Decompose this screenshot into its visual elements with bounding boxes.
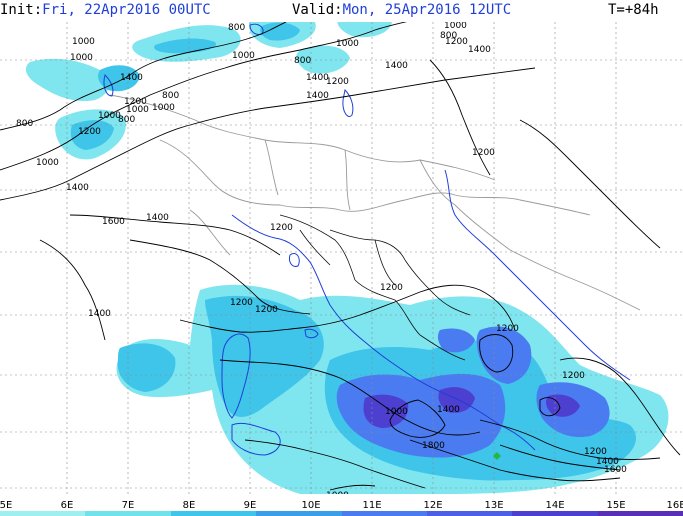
contour-label: 1400 [88, 309, 111, 319]
contour-label: 1000 [72, 37, 95, 47]
longitude-tick-label: 14E [545, 500, 565, 511]
location-marker [493, 452, 501, 460]
contour-label: 1800 [422, 441, 445, 451]
contour-label: 1200 [255, 305, 278, 315]
contour-label: 1000 [36, 158, 59, 168]
init-time: Init:Fri, 22Apr2016 00UTC [0, 2, 211, 18]
colorbar-segment [0, 511, 86, 516]
contour-label: 800 [162, 91, 179, 101]
contour-label: 1000 [70, 53, 93, 63]
longitude-tick-label: 10E [301, 500, 321, 511]
contour-label: 1400 [385, 61, 408, 71]
contour-label: 1600 [604, 465, 627, 475]
contour-label: 1000 [385, 407, 408, 417]
contour-label: 1200 [562, 371, 585, 381]
contour-label: 1200 [380, 283, 403, 293]
init-value: Fri, 22Apr2016 00UTC [42, 2, 211, 18]
colorbar [0, 511, 683, 516]
contour-label: 800 [228, 23, 245, 33]
contour-label: 1400 [468, 45, 491, 55]
contour-label: 1000 [336, 39, 359, 49]
contour-label: 800 [294, 56, 311, 66]
contour-label: 1200 [270, 223, 293, 233]
longitude-tick-label: 7E [121, 500, 135, 511]
contour-label: 1200 [78, 127, 101, 137]
contour-label: 1200 [496, 324, 519, 334]
contour-label: 1400 [306, 91, 329, 101]
contour-label: 1400 [120, 73, 143, 83]
coastlines [103, 23, 631, 456]
colorbar-segment [512, 511, 599, 516]
valid-value: Mon, 25Apr2016 12UTC [342, 2, 512, 18]
longitude-tick-label: 8E [182, 500, 196, 511]
contour-label: 1200 [230, 298, 253, 308]
colorbar-segment [85, 511, 172, 516]
contour-label: 1400 [596, 457, 619, 467]
contour-label: 1400 [146, 213, 169, 223]
geopotential-contours [0, 4, 681, 491]
contour-label: 1200 [326, 77, 349, 87]
longitude-tick-label: 15E [606, 500, 626, 511]
regional-borders [279, 214, 471, 361]
longitude-tick-label: 6E [60, 500, 74, 511]
contour-label: 800 [118, 115, 135, 125]
colorbar-segment [426, 511, 513, 516]
colorbar-segment [170, 511, 257, 516]
precipitation-shading [25, 10, 669, 494]
country-borders [109, 94, 641, 311]
contour-label: 1000 [152, 103, 175, 113]
contour-label: 1400 [437, 405, 460, 415]
init-label: Init: [0, 2, 43, 18]
colorbar-segment [597, 511, 683, 516]
contour-label: 1400 [306, 73, 329, 83]
contour-label: 1000 [126, 105, 149, 115]
contour-label: 1200 [445, 37, 468, 47]
contour-label: 1000 [98, 111, 121, 121]
lead-time: T=+84h [608, 2, 659, 18]
longitude-tick-label: 5E [0, 500, 13, 511]
contour-label: 1200 [124, 97, 147, 107]
lat-lon-grid [0, 22, 683, 494]
map-header: Init:Fri, 22Apr2016 00UTC Valid:Mon, 25A… [0, 0, 683, 22]
longitude-tick-label: 13E [484, 500, 504, 511]
contour-label: 1200 [472, 148, 495, 158]
longitude-tick-label: 16E [666, 500, 683, 511]
contour-label: 1600 [102, 217, 125, 227]
longitude-tick-label: 12E [423, 500, 443, 511]
contour-label: 800 [16, 119, 33, 129]
longitude-tick-label: 9E [243, 500, 257, 511]
contour-label: 1000 [232, 51, 255, 61]
colorbar-segment [341, 511, 428, 516]
colorbar-segment [256, 511, 343, 516]
longitude-tick-label: 11E [362, 500, 382, 511]
contour-label: 800 [440, 31, 457, 41]
valid-time: Valid:Mon, 25Apr2016 12UTC [292, 2, 511, 18]
contour-label: 1000 [444, 21, 467, 31]
contour-label: 1200 [584, 447, 607, 457]
valid-label: Valid: [292, 2, 343, 18]
contour-label: 1400 [66, 183, 89, 193]
longitude-axis [0, 494, 683, 516]
